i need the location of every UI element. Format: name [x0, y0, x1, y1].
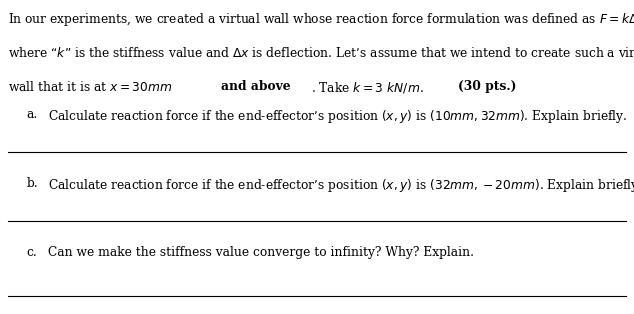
Text: and above: and above [221, 80, 290, 93]
Text: wall that it is at $x = 30mm$: wall that it is at $x = 30mm$ [8, 80, 172, 94]
Text: Calculate reaction force if the end-effector’s position $(x, y)$ is $(10mm, 32mm: Calculate reaction force if the end-effe… [48, 108, 627, 125]
Text: Calculate reaction force if the end-effector’s position $(x, y)$ is $(32mm, -20m: Calculate reaction force if the end-effe… [48, 177, 634, 194]
Text: b.: b. [27, 177, 38, 190]
Text: where “$k$” is the stiffness value and $\Delta x$ is deflection. Let’s assume th: where “$k$” is the stiffness value and $… [8, 46, 634, 60]
Text: c.: c. [27, 246, 37, 259]
Text: Can we make the stiffness value converge to infinity? Why? Explain.: Can we make the stiffness value converge… [48, 246, 474, 259]
Text: . Take $k = 3\ kN/m$.: . Take $k = 3\ kN/m$. [311, 80, 425, 95]
Text: (30 pts.): (30 pts.) [458, 80, 516, 93]
Text: a.: a. [27, 108, 38, 121]
Text: In our experiments, we created a virtual wall whose reaction force formulation w: In our experiments, we created a virtual… [8, 11, 634, 28]
